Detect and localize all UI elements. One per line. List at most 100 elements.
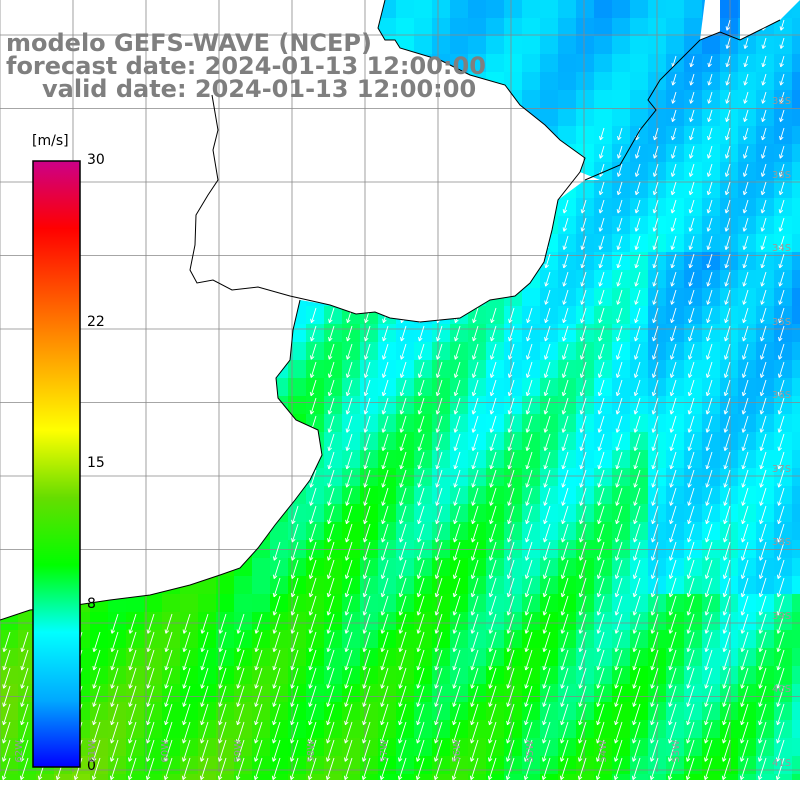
field-cell bbox=[612, 180, 631, 199]
field-cell bbox=[540, 0, 559, 19]
wind-arrow bbox=[634, 235, 641, 250]
field-cell bbox=[666, 450, 685, 469]
wind-arrow bbox=[689, 145, 695, 159]
field-cell bbox=[702, 72, 721, 91]
field-cell bbox=[738, 54, 757, 73]
field-cell bbox=[684, 702, 703, 721]
field-cell bbox=[504, 738, 523, 757]
field-cell bbox=[414, 558, 433, 577]
field-cell bbox=[720, 0, 739, 19]
wind-arrow bbox=[778, 289, 785, 305]
field-cell bbox=[684, 396, 703, 415]
field-cell bbox=[144, 630, 163, 649]
field-cell bbox=[180, 720, 199, 739]
field-cell bbox=[414, 738, 433, 757]
field-cell bbox=[540, 684, 559, 703]
wind-arrow bbox=[725, 109, 731, 123]
field-cell bbox=[774, 648, 793, 667]
field-cell bbox=[0, 684, 19, 703]
field-cell bbox=[792, 396, 800, 415]
field-cell bbox=[558, 594, 577, 613]
field-cell bbox=[486, 558, 505, 577]
field-cell bbox=[684, 126, 703, 145]
field-cell bbox=[576, 0, 595, 19]
field-cell bbox=[504, 450, 523, 469]
field-cell bbox=[522, 720, 541, 739]
wind-arrow bbox=[724, 307, 731, 324]
wind-arrow bbox=[328, 307, 335, 324]
field-cell bbox=[792, 414, 800, 433]
field-cell bbox=[450, 18, 469, 37]
wind-arrow bbox=[562, 199, 569, 214]
field-cell bbox=[432, 522, 451, 541]
wind-arrow bbox=[310, 343, 317, 360]
field-cell bbox=[702, 54, 721, 73]
field-cell bbox=[558, 90, 577, 109]
field-cell bbox=[432, 414, 451, 433]
wind-arrow bbox=[779, 91, 785, 104]
field-cell bbox=[522, 54, 541, 73]
field-cell bbox=[576, 648, 595, 667]
wind-arrow bbox=[652, 325, 659, 342]
wind-arrow bbox=[364, 343, 371, 360]
field-cell bbox=[414, 450, 433, 469]
field-cell bbox=[666, 702, 685, 721]
field-cell bbox=[198, 594, 217, 613]
field-cell bbox=[486, 450, 505, 469]
field-cell bbox=[108, 612, 127, 631]
wind-arrow bbox=[346, 307, 353, 324]
field-cell bbox=[180, 702, 199, 721]
wind-arrow bbox=[671, 91, 677, 104]
wind-arrow bbox=[778, 163, 785, 177]
field-cell bbox=[576, 126, 595, 145]
field-cell bbox=[432, 18, 451, 37]
field-cell bbox=[306, 738, 325, 757]
field-cell bbox=[126, 738, 145, 757]
field-cell bbox=[522, 576, 541, 595]
field-cell bbox=[306, 486, 325, 505]
field-cell bbox=[216, 666, 235, 685]
field-cell bbox=[720, 180, 739, 199]
wind-arrow bbox=[652, 217, 659, 232]
field-cell bbox=[414, 0, 433, 19]
longitude-label: 62W bbox=[14, 740, 25, 763]
field-cell bbox=[378, 594, 397, 613]
field-cell bbox=[378, 576, 397, 595]
field-cell bbox=[144, 720, 163, 739]
field-cell bbox=[738, 630, 757, 649]
field-cell bbox=[216, 720, 235, 739]
field-cell bbox=[720, 594, 739, 613]
field-cell bbox=[738, 558, 757, 577]
field-cell bbox=[540, 432, 559, 451]
colorbar-tick-label: 8 bbox=[87, 596, 96, 613]
field-cell bbox=[486, 504, 505, 523]
longitude-label: 57W bbox=[379, 740, 390, 763]
field-cell bbox=[540, 738, 559, 757]
field-cell bbox=[468, 432, 487, 451]
field-cell bbox=[270, 612, 289, 631]
field-cell bbox=[792, 702, 800, 721]
field-cell bbox=[774, 666, 793, 685]
field-cell bbox=[594, 666, 613, 685]
field-cell bbox=[450, 576, 469, 595]
field-cell bbox=[270, 720, 289, 739]
field-cell bbox=[594, 738, 613, 757]
field-cell bbox=[576, 252, 595, 271]
field-cell bbox=[216, 738, 235, 757]
field-cell bbox=[558, 36, 577, 55]
field-cell bbox=[720, 126, 739, 145]
field-cell bbox=[432, 0, 451, 19]
field-cell bbox=[684, 144, 703, 163]
field-cell bbox=[648, 162, 667, 181]
field-cell bbox=[90, 702, 109, 721]
field-cell bbox=[630, 450, 649, 469]
field-cell bbox=[756, 666, 775, 685]
field-cell bbox=[522, 90, 541, 109]
field-cell bbox=[630, 702, 649, 721]
field-cell bbox=[0, 666, 19, 685]
field-cell bbox=[666, 18, 685, 37]
field-cell bbox=[270, 738, 289, 757]
field-cell bbox=[774, 612, 793, 631]
wind-arrow bbox=[779, 19, 785, 31]
field-cell bbox=[738, 414, 757, 433]
